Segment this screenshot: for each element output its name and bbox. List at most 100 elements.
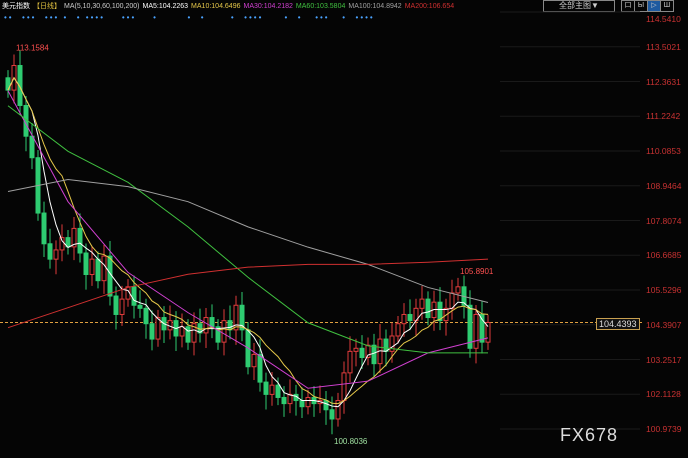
recent-high-label: 105.8901: [460, 267, 494, 276]
candle-up: [191, 323, 197, 343]
ma5-value: MA5:104.2263: [142, 3, 189, 10]
candle-up: [365, 344, 371, 359]
ma100-value: MA100:104.8942: [348, 3, 402, 10]
y-tick-label: 112.3631: [646, 76, 681, 87]
candle-down: [281, 396, 287, 405]
candle-down: [437, 301, 443, 322]
candle-down: [329, 409, 335, 420]
candle-up: [389, 335, 395, 352]
candle-down: [149, 323, 155, 340]
candle-up: [251, 353, 257, 368]
candle-up: [419, 298, 425, 309]
y-tick-label: 106.6685: [646, 250, 682, 261]
y-tick-label: 100.9739: [646, 424, 682, 434]
candle-up: [221, 320, 227, 343]
candle-down: [131, 286, 137, 306]
signal-dots: •• ••• ••• • • •••• ••• • • • • •••• • •…: [4, 13, 375, 22]
candle-down: [239, 304, 245, 331]
ma60-line: [7, 105, 488, 354]
candle-down: [77, 227, 83, 254]
candle-up: [89, 258, 95, 276]
candle-down: [185, 326, 191, 343]
y-tick-label: 107.8074: [646, 215, 682, 226]
candle-down: [5, 77, 11, 91]
y-tick-label: 108.9464: [646, 180, 682, 191]
candle-up: [53, 249, 59, 260]
candle-down: [113, 295, 119, 315]
toolbar-button[interactable]: Ш: [660, 0, 674, 12]
candle-up: [269, 384, 275, 395]
candle-down: [371, 344, 377, 365]
ma30-value: MA30:104.2182: [243, 3, 293, 10]
candle-down: [383, 338, 389, 352]
ma200-line: [7, 258, 489, 329]
ma100-line: [7, 179, 489, 303]
candle-down: [143, 307, 149, 325]
candle-up: [179, 326, 185, 337]
candle-up: [401, 313, 407, 325]
candle-down: [47, 243, 53, 260]
ma30-line: [7, 90, 489, 389]
candle-up: [455, 286, 461, 294]
candle-down: [137, 304, 143, 309]
period-label[interactable]: 【日线】: [33, 3, 61, 10]
candle-up: [395, 323, 401, 337]
candle-up: [233, 304, 239, 331]
ma10-line: [7, 76, 489, 405]
candle-up: [101, 255, 107, 282]
candle-down: [407, 313, 413, 322]
toolbar-button[interactable]: ▷: [647, 0, 661, 12]
candle-up: [473, 313, 479, 349]
ma60-value: MA60:103.5804: [295, 3, 346, 10]
candle-down: [425, 298, 431, 319]
watermark: FX678: [560, 425, 619, 445]
high-label: 113.1584: [16, 43, 49, 52]
y-tick-label: 102.1128: [646, 389, 681, 400]
candle-up: [59, 237, 65, 251]
candle-up: [335, 400, 341, 420]
ma5-line: [7, 76, 489, 408]
candle-up: [71, 227, 77, 248]
candle-up: [341, 372, 347, 402]
ma200-value: MA200:106.654: [404, 3, 455, 10]
candle-down: [17, 65, 23, 106]
y-tick-label: 113.5021: [646, 41, 681, 52]
candle-down: [479, 313, 485, 343]
ma10-value: MA10:104.6496: [191, 3, 241, 10]
candle-up: [203, 317, 209, 334]
candle-down: [227, 320, 233, 331]
y-tick-label: 114.5410: [646, 14, 681, 24]
candle-up: [119, 298, 125, 315]
y-tick-label: 104.3907: [646, 319, 682, 330]
y-tick-label: 110.0853: [646, 146, 681, 156]
y-tick-label: 105.5296: [646, 285, 682, 295]
candle-down: [299, 400, 305, 408]
current-price-label: 104.4393: [596, 318, 640, 330]
symbol-title: 美元指数: [2, 3, 30, 10]
candle-up: [347, 350, 353, 374]
candle-down: [83, 252, 89, 276]
candle-down: [95, 258, 101, 282]
candle-up: [353, 347, 359, 352]
ma-params[interactable]: MA(5,10,30,60,100,200): [64, 3, 140, 10]
candle-down: [107, 255, 113, 297]
candle-down: [257, 353, 263, 383]
candle-down: [41, 212, 47, 245]
candle-up: [305, 396, 311, 408]
candle-down: [323, 400, 329, 411]
y-tick-label: 111.2242: [646, 111, 681, 122]
candle-down: [467, 304, 473, 349]
candle-down: [215, 326, 221, 343]
candle-up: [287, 393, 293, 405]
candle-up: [449, 292, 455, 309]
candle-down: [359, 347, 365, 359]
chart-legend: 美元指数 【日线】 MA(5,10,30,60,100,200) MA5:104.22…: [2, 1, 457, 11]
candle-down: [263, 381, 269, 395]
y-tick-label: 103.2517: [646, 354, 682, 365]
candle-up: [485, 321, 491, 343]
low-label: 100.8036: [334, 437, 368, 446]
candle-up: [155, 317, 161, 340]
candle-down: [29, 135, 35, 159]
